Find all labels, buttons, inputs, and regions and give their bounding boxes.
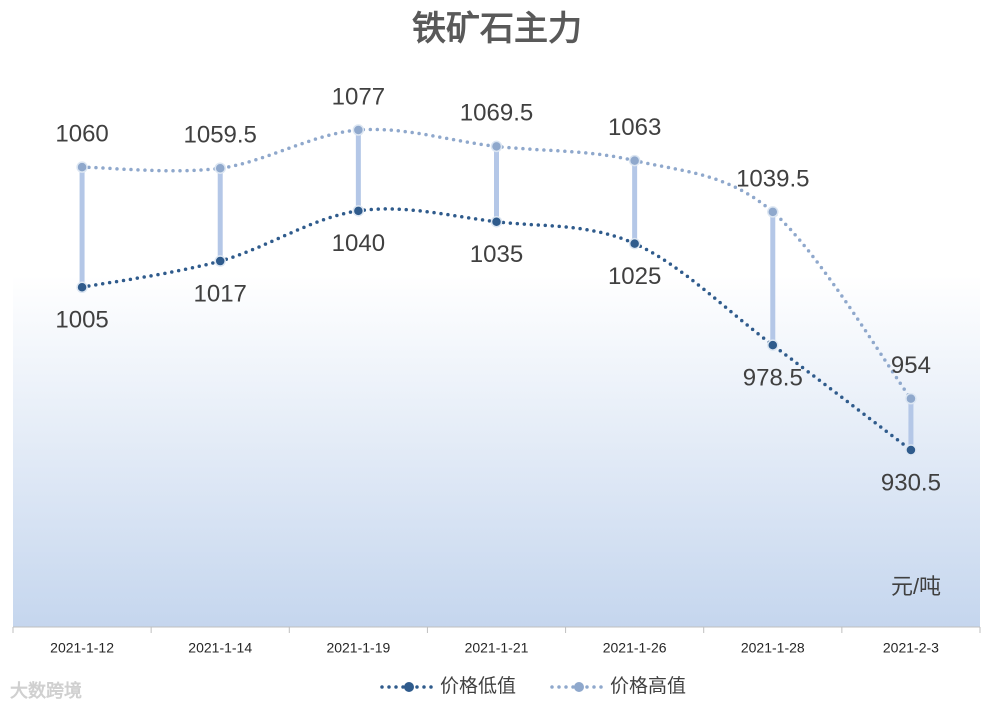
watermark: 大数跨境 bbox=[10, 680, 82, 701]
legend-label: 价格低值 bbox=[440, 675, 516, 697]
series-marker bbox=[490, 140, 503, 153]
series-marker bbox=[628, 154, 641, 167]
series-marker bbox=[767, 339, 779, 351]
series-marker bbox=[214, 255, 226, 267]
series-marker bbox=[905, 444, 917, 456]
legend-marker bbox=[574, 682, 584, 692]
data-label: 1059.5 bbox=[184, 122, 257, 149]
data-label: 1025 bbox=[608, 263, 661, 290]
x-tick-label: 2021-1-21 bbox=[465, 640, 529, 656]
data-label: 1005 bbox=[55, 307, 108, 334]
data-label: 1040 bbox=[332, 230, 385, 257]
series-marker bbox=[76, 281, 88, 294]
data-label: 954 bbox=[891, 352, 931, 379]
series-marker bbox=[214, 162, 226, 174]
series-marker bbox=[76, 161, 88, 173]
chart-title: 铁矿石主力 bbox=[412, 10, 582, 48]
x-tick-label: 2021-1-12 bbox=[50, 640, 114, 656]
data-label: 930.5 bbox=[881, 469, 941, 496]
x-tick-label: 2021-1-14 bbox=[188, 640, 252, 656]
data-label: 1017 bbox=[194, 280, 247, 307]
data-label: 1035 bbox=[470, 241, 523, 268]
series-marker bbox=[628, 237, 641, 250]
legend-label: 价格高值 bbox=[610, 675, 686, 697]
x-tick-label: 2021-1-28 bbox=[741, 640, 805, 656]
data-label: 1039.5 bbox=[736, 165, 809, 192]
series-marker bbox=[352, 205, 365, 217]
series-marker bbox=[490, 215, 503, 228]
data-label: 1063 bbox=[608, 114, 661, 141]
x-tick-label: 2021-1-26 bbox=[603, 640, 667, 656]
legend-marker bbox=[404, 682, 414, 692]
data-label: 978.5 bbox=[743, 364, 803, 391]
data-label: 1069.5 bbox=[460, 100, 533, 127]
series-marker bbox=[905, 392, 917, 405]
series-marker bbox=[767, 206, 779, 218]
data-label: 1077 bbox=[332, 83, 385, 110]
unit-label: 元/吨 bbox=[891, 574, 941, 599]
x-tick-label: 2021-2-3 bbox=[883, 640, 939, 656]
series-marker bbox=[352, 124, 365, 136]
x-tick-label: 2021-1-19 bbox=[326, 640, 390, 656]
data-label: 1060 bbox=[55, 120, 108, 147]
